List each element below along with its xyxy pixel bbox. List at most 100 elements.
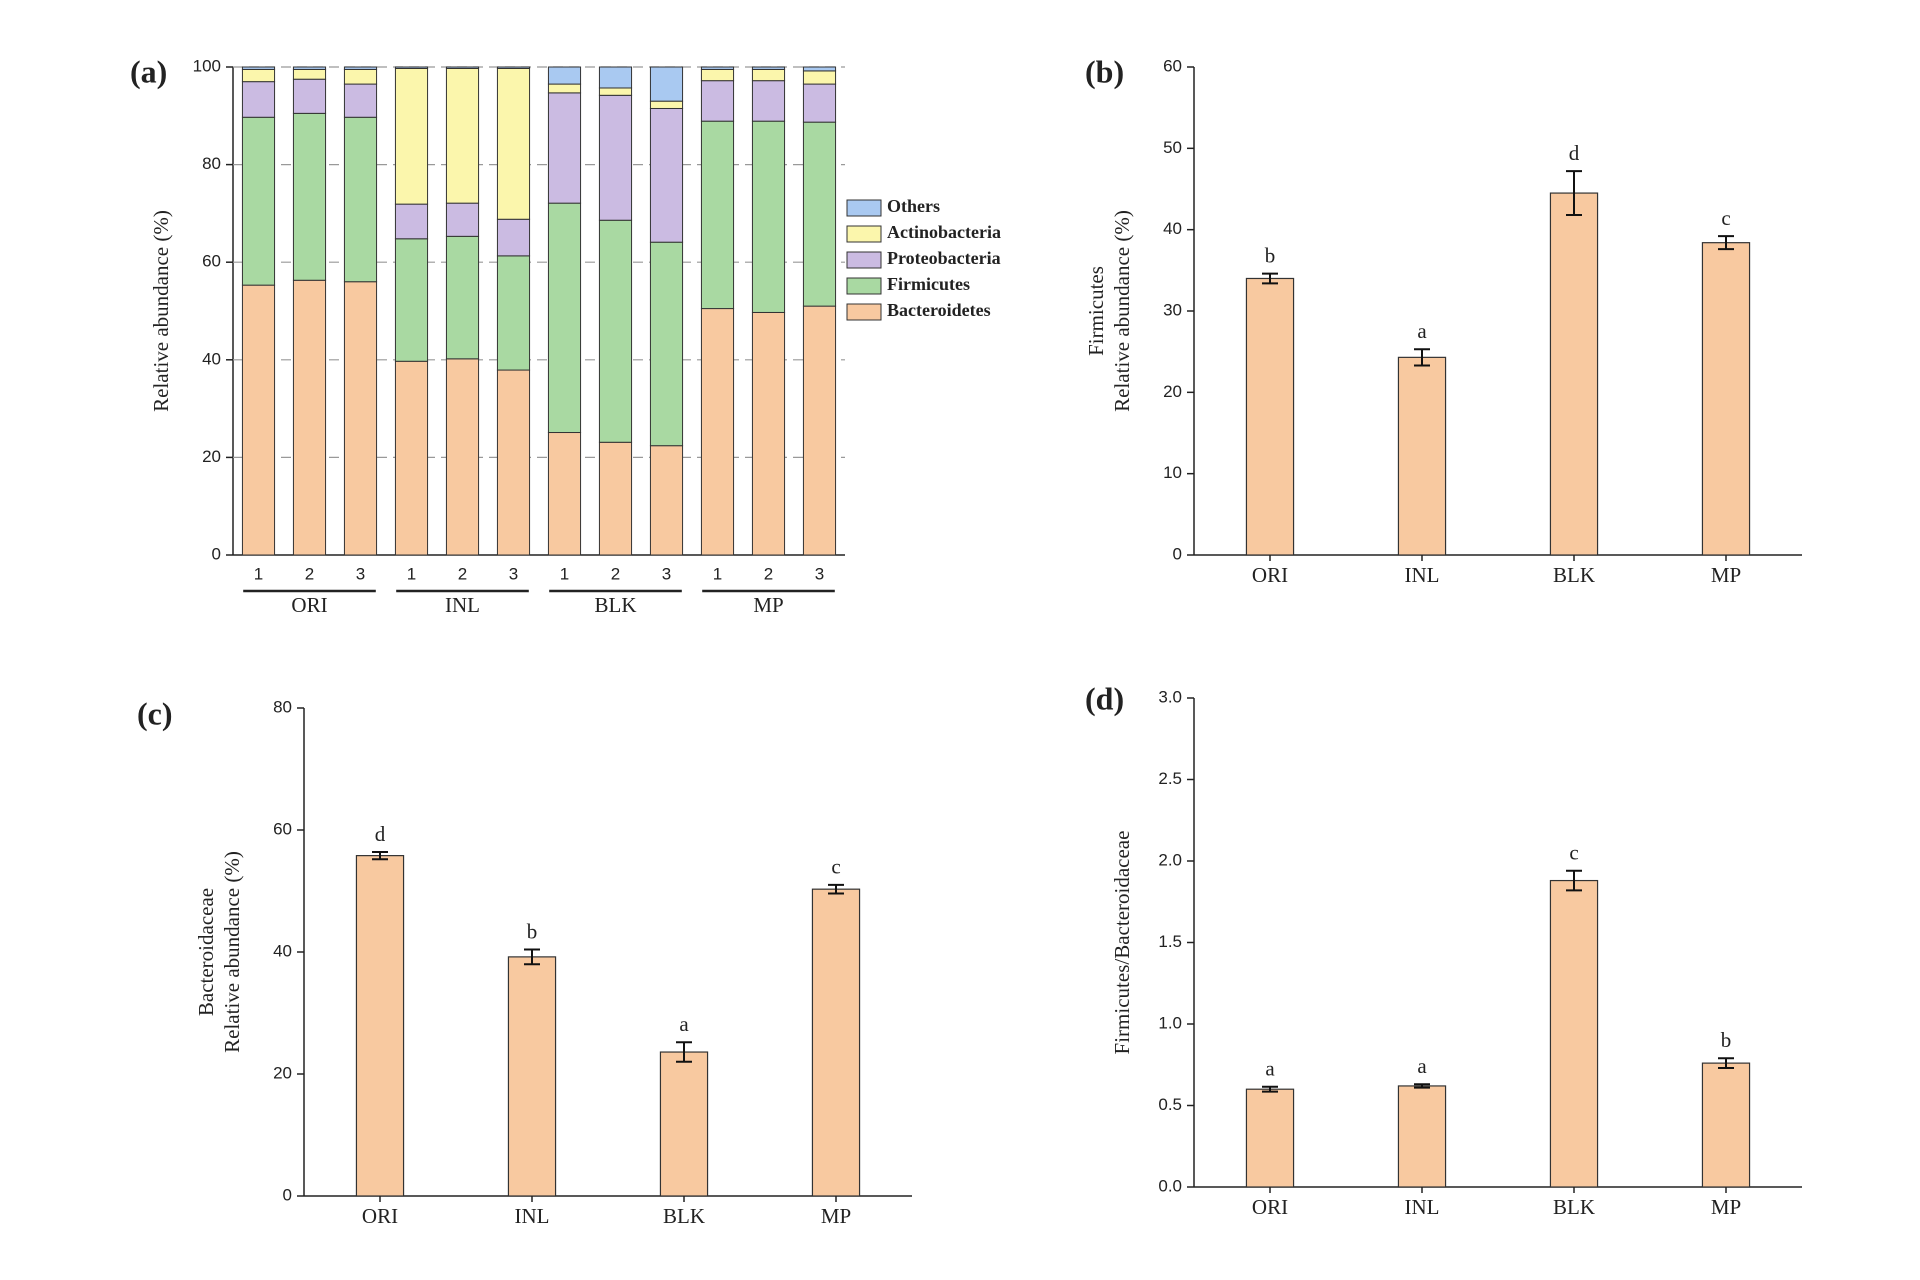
bar-segment — [700, 308, 735, 556]
x-tick-label: BLK — [663, 1204, 705, 1228]
bar-segment — [751, 120, 786, 313]
bar — [1397, 356, 1447, 556]
panel-label: (a) — [130, 53, 167, 89]
y-tick-label: 20 — [202, 447, 221, 466]
bar-segment — [547, 83, 582, 94]
x-tick-label: 3 — [509, 564, 518, 583]
bar-segment — [496, 66, 531, 69]
y-tick-label: 2.5 — [1158, 769, 1182, 788]
y-axis-label: Relative abundance (%) — [220, 851, 244, 1053]
bar-segment — [700, 120, 735, 310]
y-tick-label: 10 — [1163, 463, 1182, 482]
y-tick-label: 0.0 — [1158, 1176, 1182, 1195]
bar-segment — [445, 66, 480, 69]
bar — [1549, 879, 1599, 1188]
bar-segment — [547, 66, 582, 85]
y-tick-label: 40 — [273, 941, 292, 960]
y-axis-label: Bacteroidaceae — [194, 888, 218, 1016]
y-tick-label: 1.0 — [1158, 1013, 1182, 1032]
bar-segment — [343, 68, 378, 85]
significance-letter: a — [1417, 1054, 1427, 1078]
bar-segment — [394, 203, 429, 240]
y-tick-label: 50 — [1163, 138, 1182, 157]
bar — [1701, 242, 1751, 556]
bar-segment — [802, 121, 837, 307]
bar-segment — [343, 66, 378, 70]
legend-label: Proteobacteria — [887, 248, 1001, 268]
y-tick-label: 60 — [202, 252, 221, 271]
bar — [1245, 1088, 1295, 1188]
bar-segment — [649, 445, 684, 556]
bar-segment — [496, 67, 531, 220]
bar-segment — [292, 68, 327, 80]
legend-swatch — [846, 303, 882, 321]
error-bar — [828, 883, 844, 895]
bar-segment — [598, 94, 633, 221]
significance-letter: d — [375, 822, 386, 846]
error-bar — [1566, 869, 1582, 892]
bar-segment — [445, 202, 480, 237]
bar-segment — [598, 219, 633, 443]
legend-swatch — [846, 277, 882, 295]
y-tick-label: 60 — [1163, 56, 1182, 75]
significance-letter: b — [527, 919, 538, 943]
bar-segment — [598, 87, 633, 96]
y-tick-label: 60 — [273, 819, 292, 838]
bar-segment — [496, 255, 531, 371]
error-bar — [1262, 1085, 1278, 1093]
x-tick-label: 1 — [407, 564, 416, 583]
legend-swatch — [846, 225, 882, 243]
bar-segment — [700, 66, 735, 70]
error-bar — [372, 850, 388, 861]
x-tick-label: 1 — [713, 564, 722, 583]
bar-segment — [598, 66, 633, 89]
bar-segment — [394, 67, 429, 205]
y-tick-label: 100 — [193, 56, 221, 75]
significance-letter: c — [1721, 206, 1730, 230]
bar — [1245, 277, 1295, 556]
bar — [507, 956, 557, 1197]
error-bar — [524, 948, 540, 966]
y-axis-label: Firmicutes — [1084, 266, 1108, 356]
significance-letter: c — [1569, 841, 1578, 865]
y-tick-label: 0 — [1173, 544, 1182, 563]
x-tick-label: MP — [1711, 1195, 1741, 1219]
significance-letter: a — [679, 1012, 689, 1036]
group-label: ORI — [291, 593, 327, 617]
y-axis-label: Relative abundance (%) — [149, 210, 173, 412]
x-tick-label: INL — [1405, 1195, 1440, 1219]
bar-segment — [751, 311, 786, 556]
bar-segment — [445, 235, 480, 360]
y-tick-label: 20 — [1163, 382, 1182, 401]
significance-letter: d — [1569, 141, 1580, 165]
bar-segment — [547, 432, 582, 556]
bar — [1701, 1062, 1751, 1188]
y-tick-label: 80 — [202, 154, 221, 173]
bar-segment — [241, 81, 276, 118]
x-tick-label: 2 — [458, 564, 467, 583]
bar-segment — [649, 107, 684, 243]
x-tick-label: 3 — [815, 564, 824, 583]
y-tick-label: 80 — [273, 697, 292, 716]
panel-label: (c) — [137, 695, 173, 731]
bar-segment — [751, 80, 786, 122]
bar-segment — [649, 66, 684, 102]
bar-segment — [343, 83, 378, 118]
x-tick-label: 3 — [356, 564, 365, 583]
y-tick-label: 2.0 — [1158, 850, 1182, 869]
error-bar — [1414, 1083, 1430, 1089]
bar-segment — [751, 68, 786, 82]
bar-segment — [292, 112, 327, 281]
bar-segment — [649, 100, 684, 109]
error-bar — [1566, 170, 1582, 217]
bar-segment — [700, 80, 735, 122]
y-tick-label: 1.5 — [1158, 932, 1182, 951]
bar-segment — [241, 116, 276, 286]
y-tick-label: 3.0 — [1158, 687, 1182, 706]
x-tick-label: 1 — [254, 564, 263, 583]
legend-label: Actinobacteria — [887, 222, 1001, 242]
bar — [1549, 192, 1599, 556]
significance-letter: b — [1721, 1028, 1732, 1052]
bar-segment — [496, 218, 531, 257]
group-label: MP — [753, 593, 783, 617]
